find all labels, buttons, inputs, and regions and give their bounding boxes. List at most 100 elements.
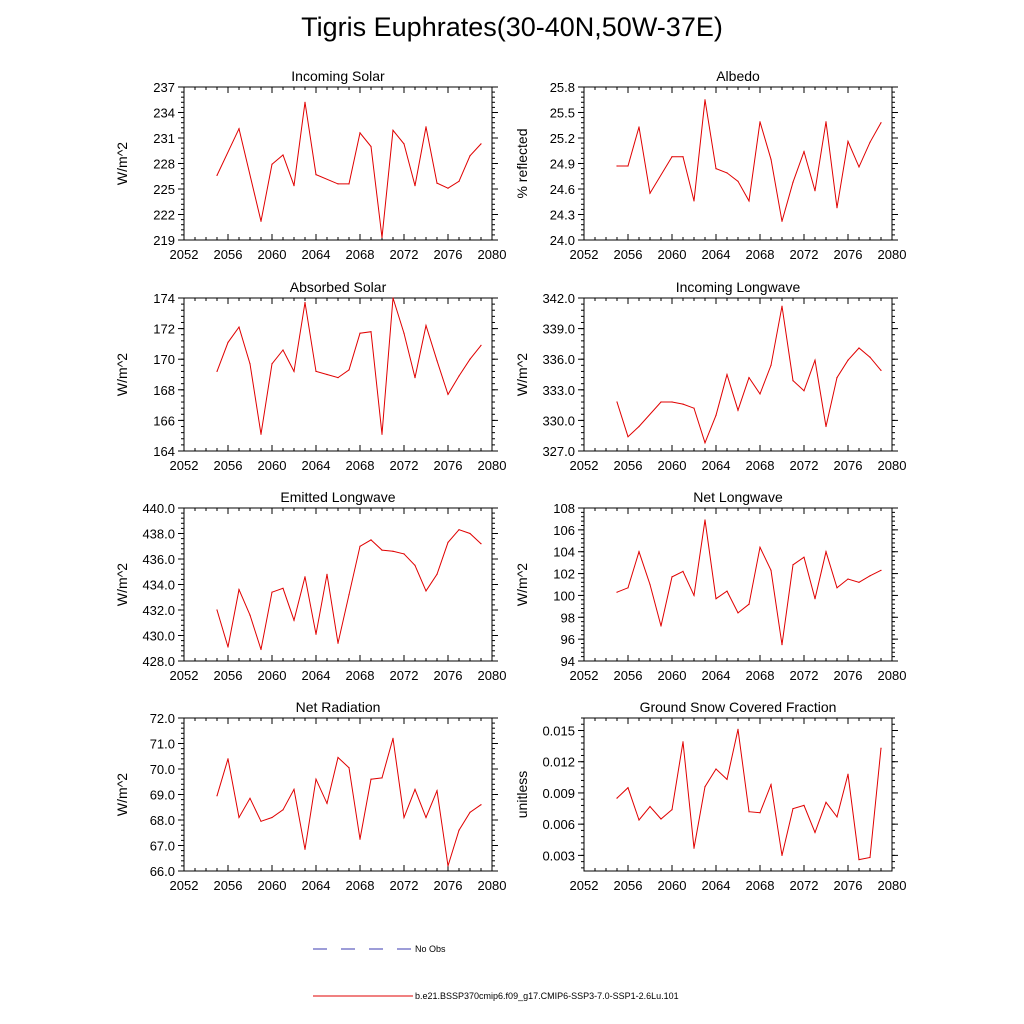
y-tick-label: 100	[553, 588, 575, 603]
data-point	[858, 581, 860, 583]
data-point	[814, 598, 816, 600]
x-tick-label: 2068	[746, 247, 775, 262]
data-point	[814, 359, 816, 361]
y-axis-label: unitless	[514, 771, 530, 818]
data-point	[315, 370, 317, 372]
panel-absorbed-solar: Absorbed Solar 2052 2056 2060 2064 2068 2072 20…	[114, 279, 506, 473]
x-tick-label: 2056	[614, 878, 643, 893]
data-point	[627, 165, 629, 167]
data-point	[836, 377, 838, 379]
data-point	[447, 393, 449, 395]
legend-label-model-run: b.e21.BSSP370cmip6.f09_g17.CMIP6-SSP3-7.…	[415, 991, 679, 1001]
x-tick-label: 2064	[302, 878, 331, 893]
series-line	[616, 519, 882, 645]
x-tick-label: 2052	[570, 458, 599, 473]
x-tick-label: 2076	[434, 878, 463, 893]
data-point	[359, 332, 361, 334]
data-point	[403, 553, 405, 555]
data-point	[216, 609, 218, 611]
x-tick-label: 2076	[434, 458, 463, 473]
data-point	[414, 185, 416, 187]
data-point	[704, 442, 706, 444]
data-point	[271, 163, 273, 165]
data-point	[847, 359, 849, 361]
data-point	[825, 425, 827, 428]
y-tick-label: 102	[553, 567, 575, 582]
x-tick-label: 2060	[658, 878, 687, 893]
data-point	[249, 614, 251, 616]
data-point	[649, 583, 651, 586]
y-tick-label: 430.0	[142, 629, 175, 644]
data-point	[293, 370, 295, 372]
y-tick-label: 440.0	[142, 501, 175, 516]
data-point	[249, 797, 251, 799]
x-tick-label: 2072	[390, 878, 419, 893]
x-tick-label: 2064	[302, 247, 331, 262]
data-point	[249, 363, 251, 365]
data-point	[748, 377, 750, 379]
data-point	[469, 358, 471, 360]
data-point	[781, 220, 783, 222]
y-axis-label: W/m^2	[114, 563, 130, 606]
data-point	[638, 551, 640, 553]
data-point	[638, 819, 640, 821]
data-point	[715, 598, 717, 600]
data-point	[627, 436, 629, 438]
data-point	[847, 773, 849, 775]
data-point	[726, 590, 728, 592]
x-tick-label: 2080	[478, 668, 507, 683]
legend-label-no-obs: No Obs	[415, 944, 446, 954]
y-tick-label: 225	[153, 182, 175, 197]
data-point	[814, 190, 816, 192]
data-point	[293, 788, 295, 791]
x-tick-label: 2064	[302, 668, 331, 683]
data-point	[304, 302, 306, 304]
data-point	[781, 305, 783, 307]
y-tick-label: 0.006	[542, 817, 575, 832]
data-point	[649, 805, 651, 808]
data-point	[638, 126, 640, 128]
x-tick-label: 2076	[834, 458, 863, 473]
data-point	[759, 812, 761, 814]
x-tick-label: 2080	[478, 458, 507, 473]
y-tick-label: 237	[153, 80, 175, 95]
data-point	[227, 341, 229, 343]
data-point	[326, 373, 328, 376]
data-point	[814, 831, 816, 834]
plot-frame	[183, 297, 493, 452]
data-point	[238, 326, 240, 328]
data-point	[869, 141, 871, 143]
data-point	[381, 236, 383, 238]
data-point	[726, 172, 728, 174]
panel-title: Absorbed Solar	[290, 279, 387, 295]
data-point	[825, 801, 827, 803]
data-point	[825, 121, 827, 123]
panel-albedo: Albedo 2052 2056 2060 2064 2068 2072 2076 2080 24…	[514, 68, 906, 262]
x-tick-label: 2064	[702, 878, 731, 893]
data-point	[381, 777, 383, 779]
data-point	[337, 183, 339, 185]
data-point	[403, 816, 405, 819]
x-tick-label: 2080	[878, 668, 907, 683]
data-point	[436, 573, 438, 575]
data-point	[359, 132, 361, 134]
data-point	[216, 795, 218, 797]
data-point	[693, 200, 695, 202]
data-point	[682, 741, 684, 743]
data-point	[216, 370, 218, 372]
plot-frame	[583, 507, 893, 662]
y-tick-label: 98	[561, 610, 575, 625]
x-tick-label: 2056	[214, 878, 243, 893]
y-tick-label: 333.0	[542, 383, 575, 398]
x-tick-label: 2072	[390, 458, 419, 473]
series-line	[216, 297, 482, 435]
x-tick-label: 2064	[702, 247, 731, 262]
x-tick-label: 2068	[746, 878, 775, 893]
data-point	[880, 747, 882, 749]
y-tick-label: 164	[153, 444, 175, 459]
y-tick-label: 219	[153, 233, 175, 248]
x-tick-label: 2064	[702, 458, 731, 473]
x-tick-label: 2076	[434, 668, 463, 683]
x-tick-label: 2064	[702, 668, 731, 683]
x-tick-label: 2056	[214, 668, 243, 683]
